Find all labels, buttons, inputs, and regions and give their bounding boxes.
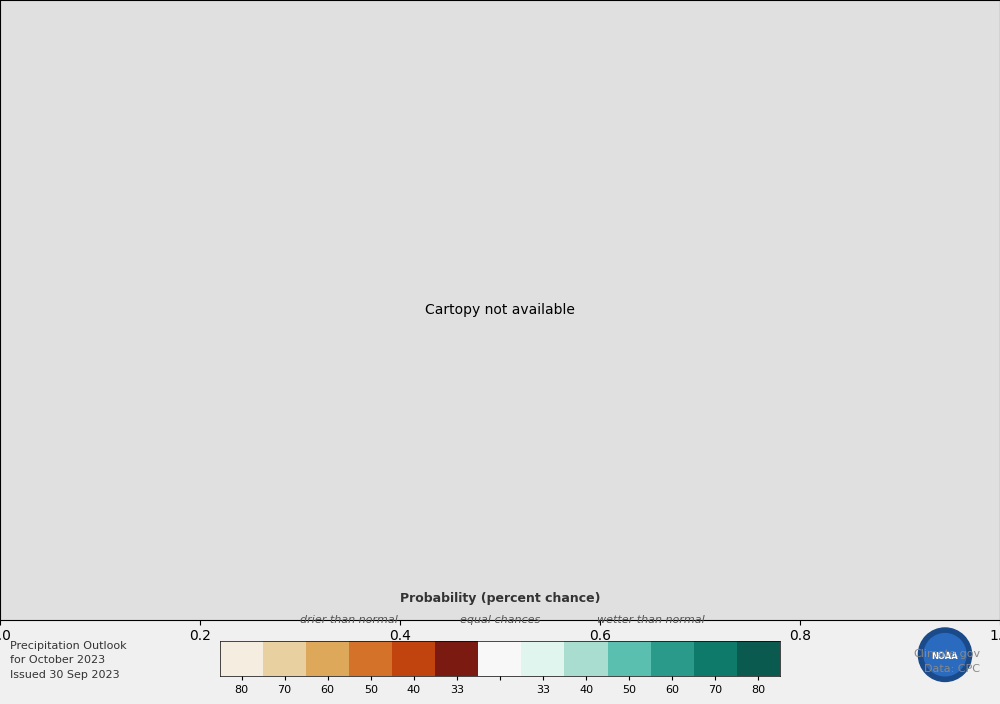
Text: Probability (percent chance): Probability (percent chance) xyxy=(400,593,600,605)
Text: equal chances: equal chances xyxy=(460,615,540,625)
Text: Climate.gov
Data: CPC: Climate.gov Data: CPC xyxy=(913,649,980,674)
Circle shape xyxy=(918,628,972,681)
Text: Cartopy not available: Cartopy not available xyxy=(425,303,575,317)
Text: NOAA: NOAA xyxy=(932,652,958,660)
Text: Precipitation Outlook
for October 2023
Issued 30 Sep 2023: Precipitation Outlook for October 2023 I… xyxy=(10,641,127,680)
Circle shape xyxy=(924,634,966,676)
Text: drier than normal: drier than normal xyxy=(300,615,398,625)
Text: wetter than normal: wetter than normal xyxy=(597,615,705,625)
